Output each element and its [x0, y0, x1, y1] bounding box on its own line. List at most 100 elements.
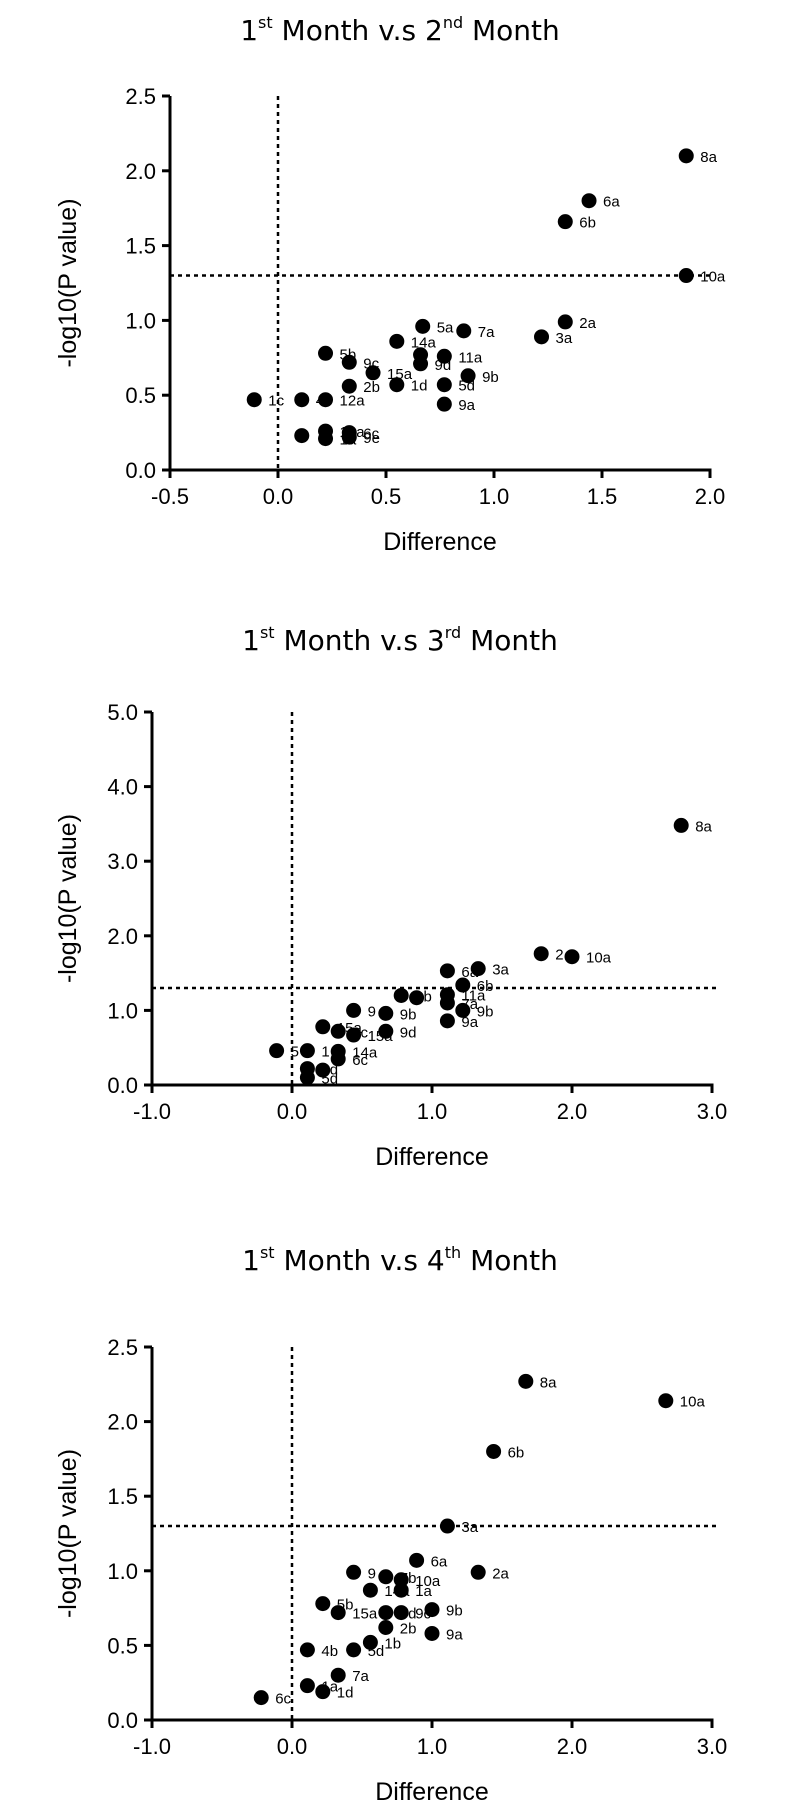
scatter-point: [318, 345, 334, 361]
point-label: 10a: [700, 269, 726, 286]
x-tick-label: 2.0: [557, 1099, 588, 1124]
scatter-point: [330, 1605, 346, 1621]
point-label: 6c: [363, 426, 379, 443]
scatter-point: [409, 990, 425, 1006]
y-tick-label: 1.0: [107, 998, 138, 1023]
scatter-point: [318, 431, 334, 447]
scatter-point: [533, 946, 549, 962]
scatter-point: [346, 1642, 362, 1658]
scatter-point: [393, 1572, 409, 1588]
scatter-point: [439, 1518, 455, 1534]
y-tick-label: 1.0: [107, 1559, 138, 1584]
scatter-point: [378, 1005, 394, 1021]
y-tick-label: 0.0: [125, 458, 156, 483]
x-tick-label: -1.0: [133, 1734, 171, 1759]
scatter-point: [534, 329, 550, 345]
point-label: 7a: [478, 324, 495, 341]
scatter-point: [678, 148, 694, 164]
scatter-point: [269, 1043, 285, 1059]
point-label: 10a: [586, 950, 612, 967]
point-label: 3a: [492, 962, 509, 979]
point-label: 9b: [477, 1003, 494, 1020]
scatter-point: [393, 987, 409, 1003]
scatter-point: [315, 1019, 331, 1035]
point-label: 1d: [411, 378, 428, 395]
chart-title: 1st Month v.s 3rd Month: [242, 623, 558, 657]
point-label: 5d: [458, 378, 475, 395]
point-label: 3a: [556, 330, 573, 347]
y-tick-label: 1.5: [125, 234, 156, 259]
scatter-point: [378, 1569, 394, 1585]
scatter-point: [299, 1678, 315, 1694]
scatter-point: [330, 1667, 346, 1683]
point-label: 9: [368, 1003, 376, 1020]
scatter-point: [362, 1634, 378, 1650]
x-tick-label: 0.0: [277, 1099, 308, 1124]
scatter-point: [341, 378, 357, 394]
y-tick-label: 3.0: [107, 849, 138, 874]
x-tick-label: 1.0: [417, 1099, 448, 1124]
x-tick-label: 0.0: [277, 1734, 308, 1759]
scatter-point: [365, 365, 381, 381]
y-tick-label: 0.0: [107, 1073, 138, 1098]
scatter-point: [581, 193, 597, 209]
x-axis-title: Difference: [383, 528, 497, 556]
point-label: 9b: [446, 1603, 463, 1620]
point-label: 8a: [700, 149, 717, 166]
chart-panel-3: 1st Month v.s 4th Month 0.0 0.5 1.0 1.5 2.0 2…: [0, 1230, 800, 1811]
x-tick-label: -0.5: [151, 484, 189, 509]
point-label: 6b: [508, 1444, 525, 1461]
point-label: 1a: [415, 1583, 432, 1600]
scatter-point: [456, 323, 472, 339]
x-axis-title: Difference: [375, 1143, 489, 1171]
x-tick-label: 3.0: [697, 1099, 728, 1124]
point-label: 9d: [435, 357, 452, 374]
scatter-point: [415, 318, 431, 334]
scatter-point: [346, 1027, 362, 1043]
x-tick-label: 1.5: [587, 484, 618, 509]
point-label: 14a: [411, 334, 437, 351]
scatter-point: [294, 392, 310, 408]
point-label: 6c: [352, 1052, 368, 1069]
scatter-point: [436, 396, 452, 412]
scatter-point: [362, 1582, 378, 1598]
point-label: 4b: [321, 1643, 338, 1660]
point-label: 15a: [352, 1606, 378, 1623]
point-label: 2b: [400, 1620, 417, 1637]
scatter-point: [455, 977, 471, 993]
point-label: 9b: [482, 369, 499, 386]
scatter-point: [299, 1642, 315, 1658]
scatter-point: [557, 314, 573, 330]
y-tick-label: 4.0: [107, 775, 138, 800]
scatter-point: [470, 1564, 486, 1580]
scatter-point: [439, 963, 455, 979]
scatter-point: [436, 348, 452, 364]
x-tick-label: 0.5: [371, 484, 402, 509]
scatter-point: [315, 1596, 331, 1612]
y-tick-label: 2.5: [107, 1335, 138, 1360]
scatter-point: [378, 1605, 394, 1621]
scatter-point: [389, 377, 405, 393]
point-label: 1b: [384, 1635, 401, 1652]
point-label: 8a: [695, 818, 712, 835]
point-label: 3a: [461, 1519, 478, 1536]
scatter-point: [330, 1051, 346, 1067]
y-tick-label: 2.0: [107, 1410, 138, 1435]
scatter-point: [315, 1062, 331, 1078]
y-tick-label: 0.0: [107, 1708, 138, 1733]
scatter-point: [455, 1002, 471, 1018]
point-label: 6b: [579, 215, 596, 232]
scatter-plot: 0.00.51.01.52.02.5-1.0 0.0 1.0 2.0 3.08a10a6…: [54, 1335, 728, 1806]
point-label: 10a: [415, 1573, 441, 1590]
point-label: 5d: [368, 1643, 385, 1660]
scatter-point: [346, 1002, 362, 1018]
y-tick-label: 2.0: [107, 924, 138, 949]
point-label: 6b: [477, 978, 494, 995]
point-label: 1d: [337, 1685, 354, 1702]
scatter-point: [389, 333, 405, 349]
x-tick-label: 3.0: [697, 1734, 728, 1759]
scatter-point: [424, 1625, 440, 1641]
scatter-point: [439, 995, 455, 1011]
x-tick-label: 2.0: [557, 1734, 588, 1759]
